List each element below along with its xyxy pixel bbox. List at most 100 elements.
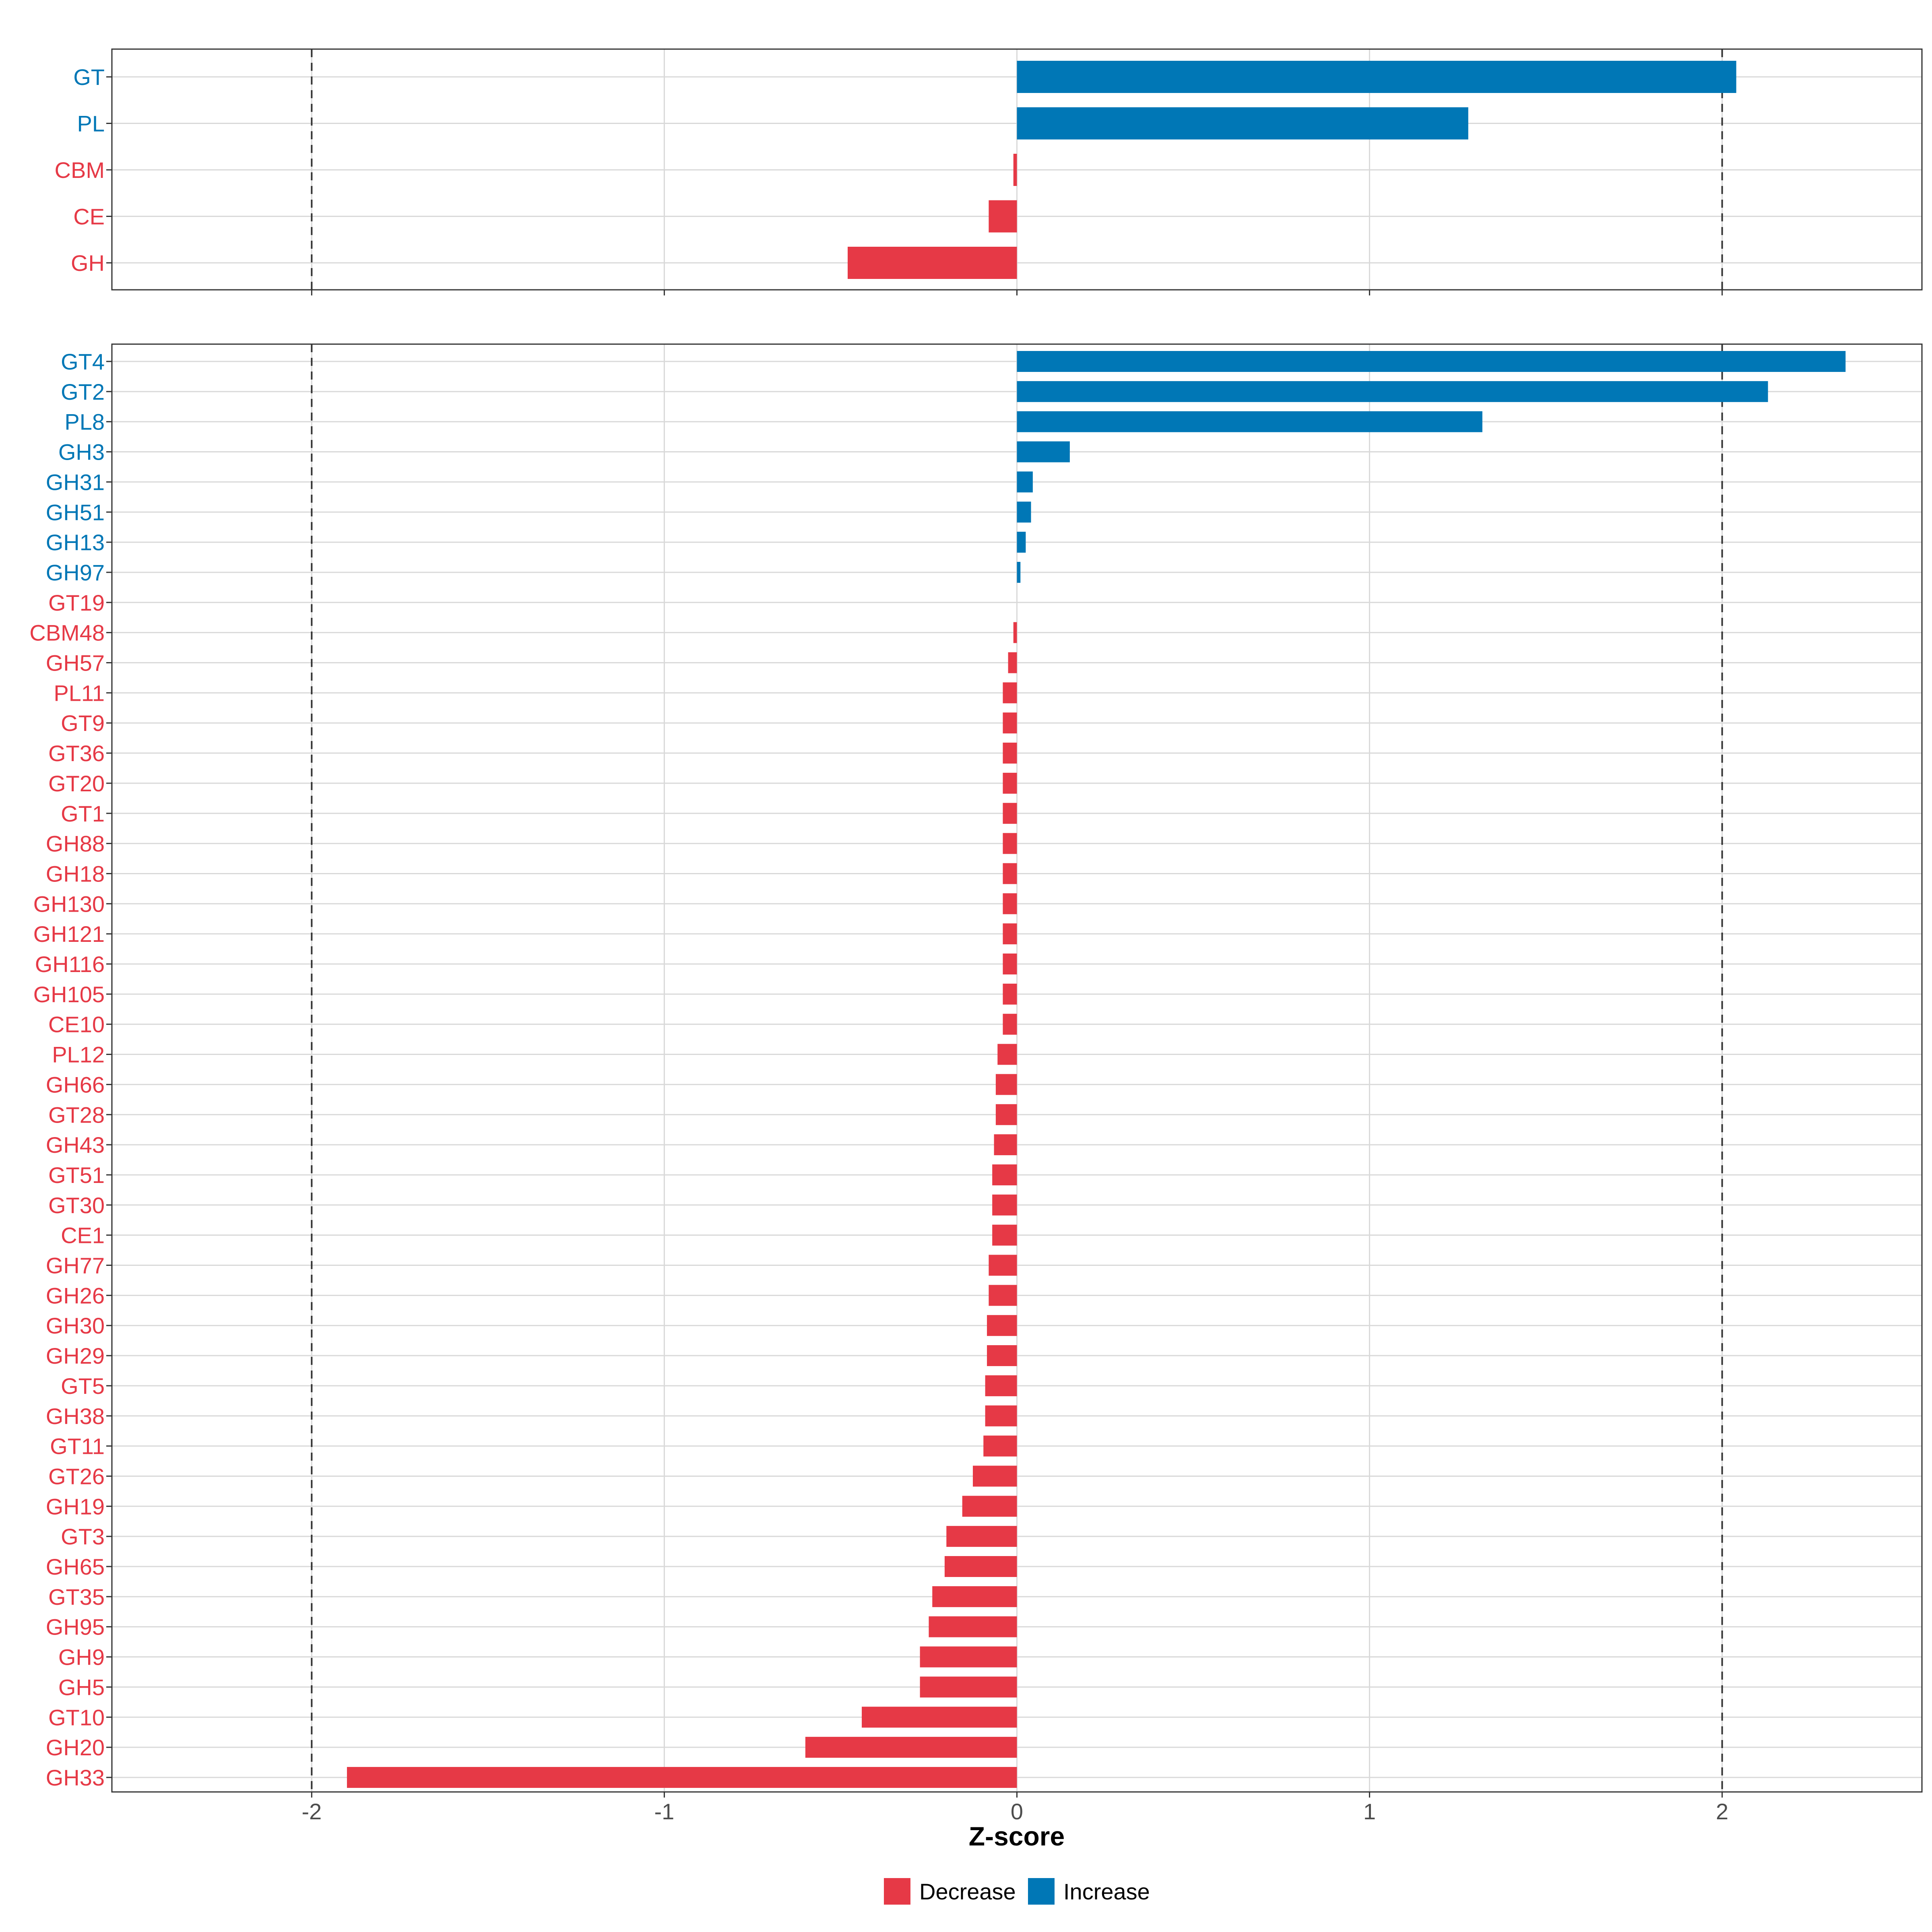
bar-GT30 <box>992 1194 1017 1216</box>
y-label-PL: PL <box>77 111 105 136</box>
legend-label-decrease: Decrease <box>919 1879 1016 1904</box>
bar-CE <box>989 200 1017 233</box>
bar-GH5 <box>920 1676 1017 1698</box>
x-axis-label: Z-score <box>969 1821 1065 1851</box>
bar-GH121 <box>1003 923 1017 945</box>
bar-GH9 <box>920 1646 1017 1668</box>
y-label-GH: GH <box>71 250 105 276</box>
y-label-PL11: PL11 <box>54 680 105 706</box>
y-label-GH5: GH5 <box>58 1674 105 1700</box>
y-label-GH33: GH33 <box>46 1765 105 1790</box>
y-label-GH88: GH88 <box>46 831 105 857</box>
bar-GT10 <box>862 1707 1017 1728</box>
y-label-CE10: CE10 <box>48 1012 105 1037</box>
y-label-GT2: GT2 <box>61 379 105 405</box>
y-label-GT11: GT11 <box>50 1434 105 1459</box>
y-label-GT28: GT28 <box>48 1102 105 1127</box>
y-label-GH26: GH26 <box>46 1283 105 1308</box>
y-label-GT3: GT3 <box>61 1524 105 1549</box>
y-label-CBM48: CBM48 <box>29 620 105 646</box>
bar-GT4 <box>1017 351 1846 372</box>
bar-CE10 <box>1003 1013 1017 1035</box>
y-label-GH65: GH65 <box>46 1554 105 1579</box>
bar-GH51 <box>1017 502 1031 523</box>
y-label-GT30: GT30 <box>48 1193 105 1218</box>
bar-GH66 <box>995 1074 1017 1095</box>
bar-GH19 <box>962 1496 1017 1517</box>
y-label-GH95: GH95 <box>46 1614 105 1640</box>
y-label-GH105: GH105 <box>33 982 105 1007</box>
y-label-GT19: GT19 <box>48 590 105 615</box>
y-label-GT: GT <box>73 64 105 90</box>
y-label-GH66: GH66 <box>46 1072 105 1097</box>
x-tick-label: -2 <box>301 1799 322 1824</box>
y-label-GT26: GT26 <box>48 1463 105 1489</box>
bar-GH3 <box>1017 441 1070 462</box>
y-label-GH9: GH9 <box>58 1645 105 1670</box>
bar-GH43 <box>994 1134 1017 1156</box>
y-label-CBM: CBM <box>55 157 105 183</box>
x-tick-label: 2 <box>1716 1799 1728 1824</box>
y-label-GH13: GH13 <box>46 530 105 555</box>
y-label-GH116: GH116 <box>35 952 105 977</box>
bar-GH130 <box>1003 893 1017 914</box>
bar-CBM48 <box>1013 622 1017 643</box>
y-label-PL8: PL8 <box>64 409 105 435</box>
bar-GT26 <box>972 1466 1017 1487</box>
bar-GH77 <box>989 1255 1017 1276</box>
y-label-CE1: CE1 <box>61 1223 105 1248</box>
bar-GT11 <box>983 1435 1017 1457</box>
bar-GH97 <box>1017 561 1021 583</box>
y-label-GT20: GT20 <box>48 771 105 796</box>
y-label-CE: CE <box>73 204 105 229</box>
y-label-GH19: GH19 <box>46 1494 105 1519</box>
bar-GT35 <box>932 1586 1017 1607</box>
y-label-GH130: GH130 <box>33 891 105 916</box>
bar-GH13 <box>1017 532 1026 553</box>
bar-CBM <box>1013 154 1017 186</box>
bar-GT28 <box>995 1104 1017 1125</box>
y-label-GT36: GT36 <box>48 741 105 766</box>
bar-GH33 <box>347 1767 1017 1788</box>
bar-GH31 <box>1017 471 1033 493</box>
y-label-GH31: GH31 <box>46 469 105 495</box>
x-tick-label: 1 <box>1363 1799 1376 1824</box>
y-label-GT5: GT5 <box>61 1373 105 1399</box>
bar-GH26 <box>989 1285 1017 1306</box>
y-label-GT9: GT9 <box>61 710 105 736</box>
y-label-GT35: GT35 <box>48 1584 105 1610</box>
bar-GH65 <box>944 1556 1017 1577</box>
y-label-GT1: GT1 <box>61 801 105 826</box>
y-label-GH29: GH29 <box>46 1343 105 1368</box>
y-label-GT51: GT51 <box>48 1162 105 1188</box>
y-label-PL12: PL12 <box>52 1042 105 1067</box>
bar-PL <box>1017 107 1468 140</box>
y-label-GH57: GH57 <box>46 650 105 676</box>
y-label-GH20: GH20 <box>46 1735 105 1760</box>
panel-subfamily: GT4 GT2 PL8 GH3 GH31 GH51 GH13 GH97 GT19 CBM48 GH5… <box>29 343 1923 1798</box>
y-label-GH51: GH51 <box>46 500 105 525</box>
y-label-GH3: GH3 <box>58 440 105 465</box>
y-label-GH97: GH97 <box>46 560 105 585</box>
bar-GT5 <box>985 1375 1017 1396</box>
x-tick-label: 0 <box>1011 1799 1023 1824</box>
y-label-GH38: GH38 <box>46 1404 105 1429</box>
bar-GH116 <box>1003 954 1017 974</box>
bar-GT51 <box>992 1164 1017 1185</box>
y-label-GT4: GT4 <box>61 349 105 374</box>
y-label-GH77: GH77 <box>46 1253 105 1278</box>
bar-CE1 <box>992 1224 1017 1246</box>
x-tick-label: -1 <box>654 1799 675 1824</box>
bar-GT36 <box>1003 743 1017 764</box>
bar-PL11 <box>1003 682 1017 704</box>
legend: Decrease Increase <box>884 1878 1150 1905</box>
bar-PL8 <box>1017 411 1482 432</box>
bar-GH38 <box>985 1405 1017 1426</box>
y-label-GT10: GT10 <box>48 1705 105 1730</box>
bar-GH57 <box>1008 652 1017 673</box>
bar-GH <box>847 247 1017 279</box>
legend-label-increase: Increase <box>1063 1879 1150 1904</box>
bar-GH88 <box>1003 833 1017 854</box>
bar-GT20 <box>1003 772 1017 794</box>
